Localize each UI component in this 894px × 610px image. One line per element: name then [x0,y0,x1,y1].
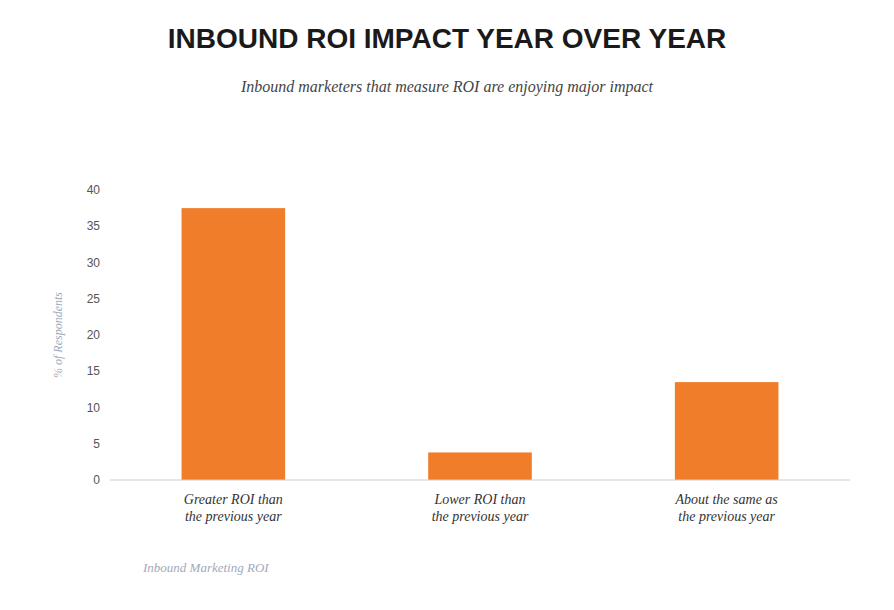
x-tick-label: About the same asthe previous year [675,492,779,524]
y-tick-label: 35 [87,219,101,233]
y-axis: 0 5 10 15 20 25 30 35 40 [87,183,101,487]
y-tick-label: 30 [87,256,101,270]
bars [182,208,779,480]
chart-container: INBOUND ROI IMPACT YEAR OVER YEAR Inbound… [0,0,894,610]
subtitle: Inbound marketers that measure ROI are e… [240,78,654,96]
y-tick-label: 10 [87,401,101,415]
bar [428,452,532,480]
x-axis-line [110,480,850,481]
y-tick-label: 15 [87,364,101,378]
x-tick-label: Greater ROI thanthe previous year [184,492,283,524]
y-tick-label: 20 [87,328,101,342]
y-tick-label: 5 [93,437,100,451]
x-tick-label: Lower ROI thanthe previous year [432,492,529,524]
x-axis-label: Inbound Marketing ROI [142,560,269,575]
bar [182,208,286,480]
y-tick-label: 40 [87,183,101,197]
title: INBOUND ROI IMPACT YEAR OVER YEAR [168,23,727,54]
chart-svg: INBOUND ROI IMPACT YEAR OVER YEAR Inbound… [0,0,894,610]
y-axis-label: % of Respondents [51,292,65,378]
x-axis: Greater ROI thanthe previous year Lower R… [184,492,779,524]
bar [675,382,779,480]
y-tick-label: 25 [87,292,101,306]
y-tick-label: 0 [93,473,100,487]
